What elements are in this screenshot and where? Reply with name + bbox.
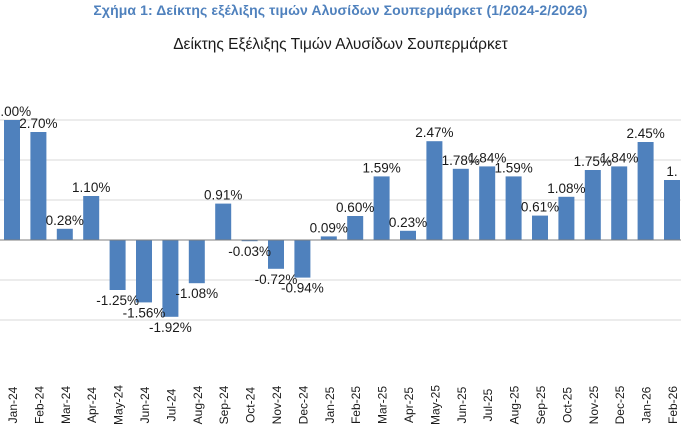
tick-label-Jan-24: Jan-24: [6, 386, 20, 423]
bar-Dec-24: [294, 240, 311, 278]
bar-Oct-25: [558, 196, 575, 240]
tick-label-Aug-24: Aug-24: [191, 385, 205, 424]
bar-Nov-25: [584, 170, 601, 240]
tick-label-Feb-26: Feb-26: [666, 386, 680, 424]
data-label-Sep-24: 0.91%: [204, 188, 242, 203]
bar-Jan-25: [320, 236, 337, 240]
tick-label-Jun-24: Jun-24: [138, 386, 152, 423]
bar-Apr-25: [400, 230, 416, 240]
bar-Feb-26: [664, 180, 680, 240]
bar-Nov-24: [268, 240, 284, 269]
data-label-Feb-24: 2.70%: [19, 116, 57, 131]
tick-label-Feb-25: Feb-25: [349, 386, 363, 424]
data-label-Aug-24: -1.08%: [175, 286, 218, 301]
tick-label-Jul-25: Jul-25: [481, 388, 495, 421]
tick-label-Sep-25: Sep-25: [534, 385, 548, 424]
tick-label-Nov-24: Nov-24: [270, 385, 284, 424]
bar-Jun-25: [452, 168, 469, 240]
data-label-Aug-25: 1.59%: [494, 160, 532, 175]
bar-Dec-25: [611, 166, 628, 240]
tick-label-Sep-24: Sep-24: [217, 385, 231, 424]
data-label-Feb-26: 1.: [666, 164, 677, 179]
bar-Feb-25: [347, 216, 364, 240]
tick-label-Jan-26: Jan-26: [640, 386, 654, 423]
tick-label-Oct-24: Oct-24: [244, 387, 258, 423]
data-label-Dec-24: -0.94%: [281, 281, 324, 296]
bar-Aug-25: [505, 176, 522, 240]
bar-Mar-24: [56, 228, 73, 240]
bar-Jan-26: [637, 142, 654, 240]
data-label-Oct-24: -0.03%: [228, 244, 271, 259]
tick-label-Apr-25: Apr-25: [402, 387, 416, 423]
data-label-Jan-25: 0.09%: [310, 220, 348, 235]
bars: [4, 120, 680, 317]
bar-Jan-24: [4, 120, 20, 240]
bar-Mar-25: [373, 176, 390, 240]
data-label-Dec-25: 1.84%: [600, 150, 638, 165]
x-tick-labels: Jan-24 Feb-24 Mar-24 Apr-24 May-24 Jun-24 Jul-…: [6, 385, 680, 425]
tick-label-Dec-25: Dec-25: [613, 385, 627, 424]
figure-caption: Σχήμα 1: Δείκτης εξέλιξης τιμών Αλυσίδων…: [93, 2, 588, 18]
bar-Jul-25: [479, 166, 496, 240]
tick-label-Mar-25: Mar-25: [376, 386, 390, 424]
data-label-Apr-25: 0.23%: [389, 215, 427, 230]
data-label-Apr-24: 1.10%: [72, 180, 110, 195]
bar-Aug-24: [188, 240, 205, 284]
tick-label-Aug-25: Aug-25: [508, 385, 522, 424]
tick-label-Oct-25: Oct-25: [560, 387, 574, 423]
data-labels: 3.00%2.70% 0.28% 1.10% -1.25%-1.56%-1.92% -1…: [0, 104, 678, 335]
data-label-Jun-24: -1.56%: [123, 305, 166, 320]
tick-label-Feb-24: Feb-24: [32, 386, 46, 424]
bar-Sep-24: [215, 203, 232, 240]
tick-label-Mar-24: Mar-24: [59, 386, 73, 424]
tick-label-Nov-25: Nov-25: [587, 385, 601, 424]
data-label-Jul-24: -1.92%: [149, 320, 192, 335]
bar-Apr-24: [83, 196, 100, 240]
bar-Jun-24: [136, 240, 152, 303]
data-label-Sep-25: 0.61%: [521, 200, 559, 215]
bar-Jul-24: [162, 240, 179, 317]
bar-May-24: [109, 240, 126, 290]
bar-Feb-24: [30, 132, 47, 240]
tick-label-May-24: May-24: [112, 385, 126, 425]
data-label-Jul-25: 1.84%: [468, 150, 506, 165]
chart-title: Δείκτης Εξέλιξης Τιμών Αλυσίδων Σουπερμά…: [173, 36, 508, 53]
data-label-May-24: -1.25%: [96, 293, 139, 308]
tick-label-Jun-25: Jun-25: [455, 386, 469, 423]
tick-label-May-25: May-25: [428, 385, 442, 425]
bar-Oct-24: [241, 240, 258, 242]
bar-May-25: [426, 141, 443, 240]
tick-label-Jul-24: Jul-24: [164, 388, 178, 421]
data-label-Jun-25: 1.78%: [442, 153, 480, 168]
data-label-Nov-24: -0.72%: [255, 272, 298, 287]
data-label-Feb-25: 0.60%: [336, 200, 374, 215]
bar-Sep-25: [532, 215, 548, 240]
tick-label-Jan-25: Jan-25: [323, 386, 337, 423]
data-label-Nov-25: 1.75%: [574, 154, 612, 169]
tick-label-Dec-24: Dec-24: [296, 385, 310, 424]
data-label-Mar-24: 0.28%: [46, 213, 84, 228]
data-label-May-25: 2.47%: [415, 125, 453, 140]
tick-label-Apr-24: Apr-24: [85, 387, 99, 423]
data-label-Mar-25: 1.59%: [362, 160, 400, 175]
data-label-Jan-24: 3.00%: [0, 104, 31, 119]
data-label-Oct-25: 1.08%: [547, 181, 585, 196]
data-label-Jan-26: 2.45%: [626, 126, 664, 141]
